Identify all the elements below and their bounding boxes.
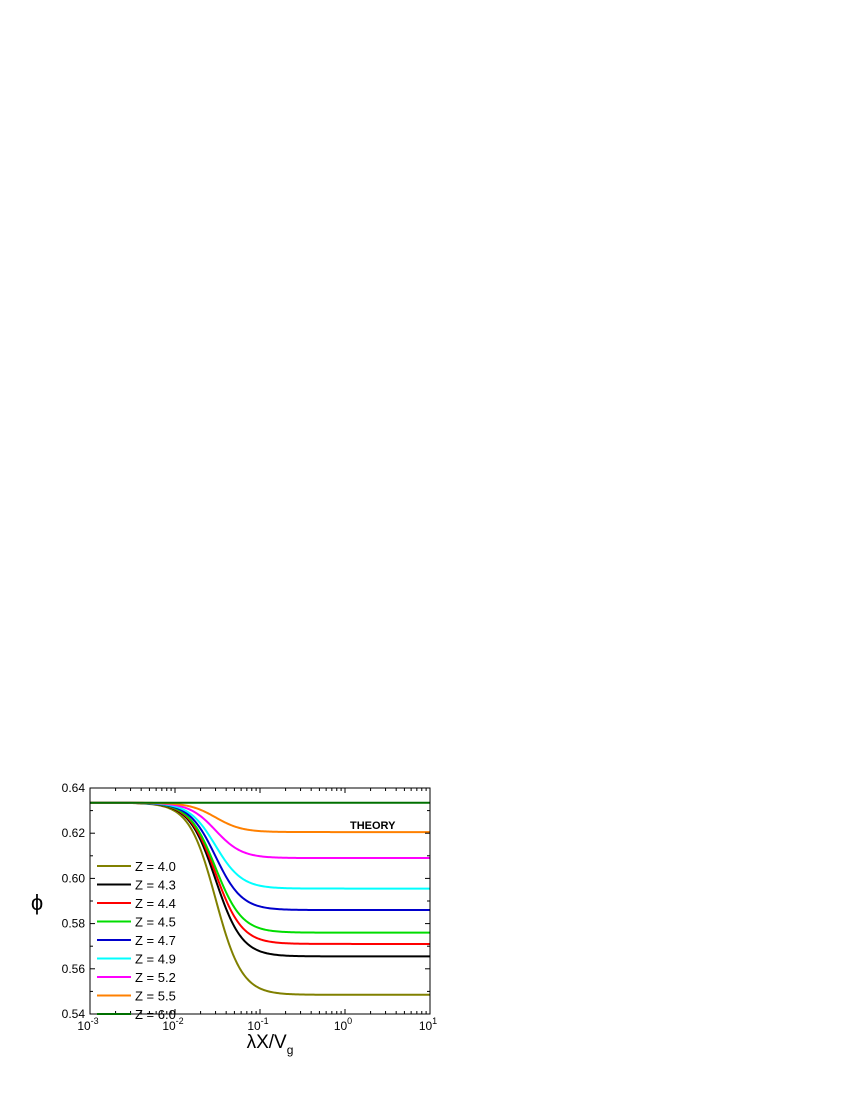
x-tick-exponent: 1 <box>432 1016 437 1026</box>
x-tick-exponent: -1 <box>261 1016 269 1026</box>
legend-label-3: Z = 4.4 <box>135 896 176 911</box>
legend-label-9: Z = 6.0 <box>135 1007 176 1022</box>
y-tick-label: 0.56 <box>62 962 86 976</box>
x-axis-label-subscript: g <box>287 1043 294 1057</box>
y-tick-label: 0.60 <box>62 871 86 885</box>
x-tick-base: 10 <box>247 1019 261 1033</box>
x-tick-exponent: -2 <box>176 1016 184 1026</box>
legend-label-6: Z = 4.9 <box>135 952 176 967</box>
series-group <box>89 801 430 996</box>
x-tick-exponent: 0 <box>347 1016 352 1026</box>
x-tick-label: 101 <box>419 1016 437 1033</box>
x-tick-base: 10 <box>419 1019 433 1033</box>
legend-label-2: Z = 4.3 <box>135 878 176 893</box>
legend: Z = 4.0 Z = 4.3 Z = 4.4 Z = 4.5 Z = 4.7 Z = 4… <box>97 859 176 1022</box>
x-axis-label: λX/Vg <box>247 1032 294 1057</box>
x-tick-label: 10-3 <box>77 1016 98 1033</box>
y-tick-label: 0.64 <box>62 781 86 795</box>
y-tick-label: 0.54 <box>62 1007 86 1021</box>
x-axis-label-base: λX/V <box>247 1032 287 1053</box>
y-axis-label: ϕ <box>31 890 43 915</box>
x-tick-exponent: -3 <box>91 1016 99 1026</box>
legend-label-5: Z = 4.7 <box>135 933 176 948</box>
x-tick-label: 10-1 <box>247 1016 268 1033</box>
x-tick-base: 10 <box>77 1019 91 1033</box>
x-tick-base: 10 <box>162 1019 176 1033</box>
legend-label-4: Z = 4.5 <box>135 915 176 930</box>
legend-label-1: Z = 4.0 <box>135 859 176 874</box>
series-line-6 <box>90 801 430 890</box>
legend-label-8: Z = 5.5 <box>135 989 176 1004</box>
x-tick-label: 100 <box>334 1016 352 1033</box>
legend-label-7: Z = 5.2 <box>135 970 176 985</box>
x-tick-label: 10-2 <box>162 1016 183 1033</box>
annotation-theory: THEORY <box>350 820 396 832</box>
x-tick-base: 10 <box>334 1019 348 1033</box>
y-tick-label: 0.58 <box>62 917 86 931</box>
ticks-group <box>89 787 431 1015</box>
y-tick-label: 0.62 <box>62 826 86 840</box>
